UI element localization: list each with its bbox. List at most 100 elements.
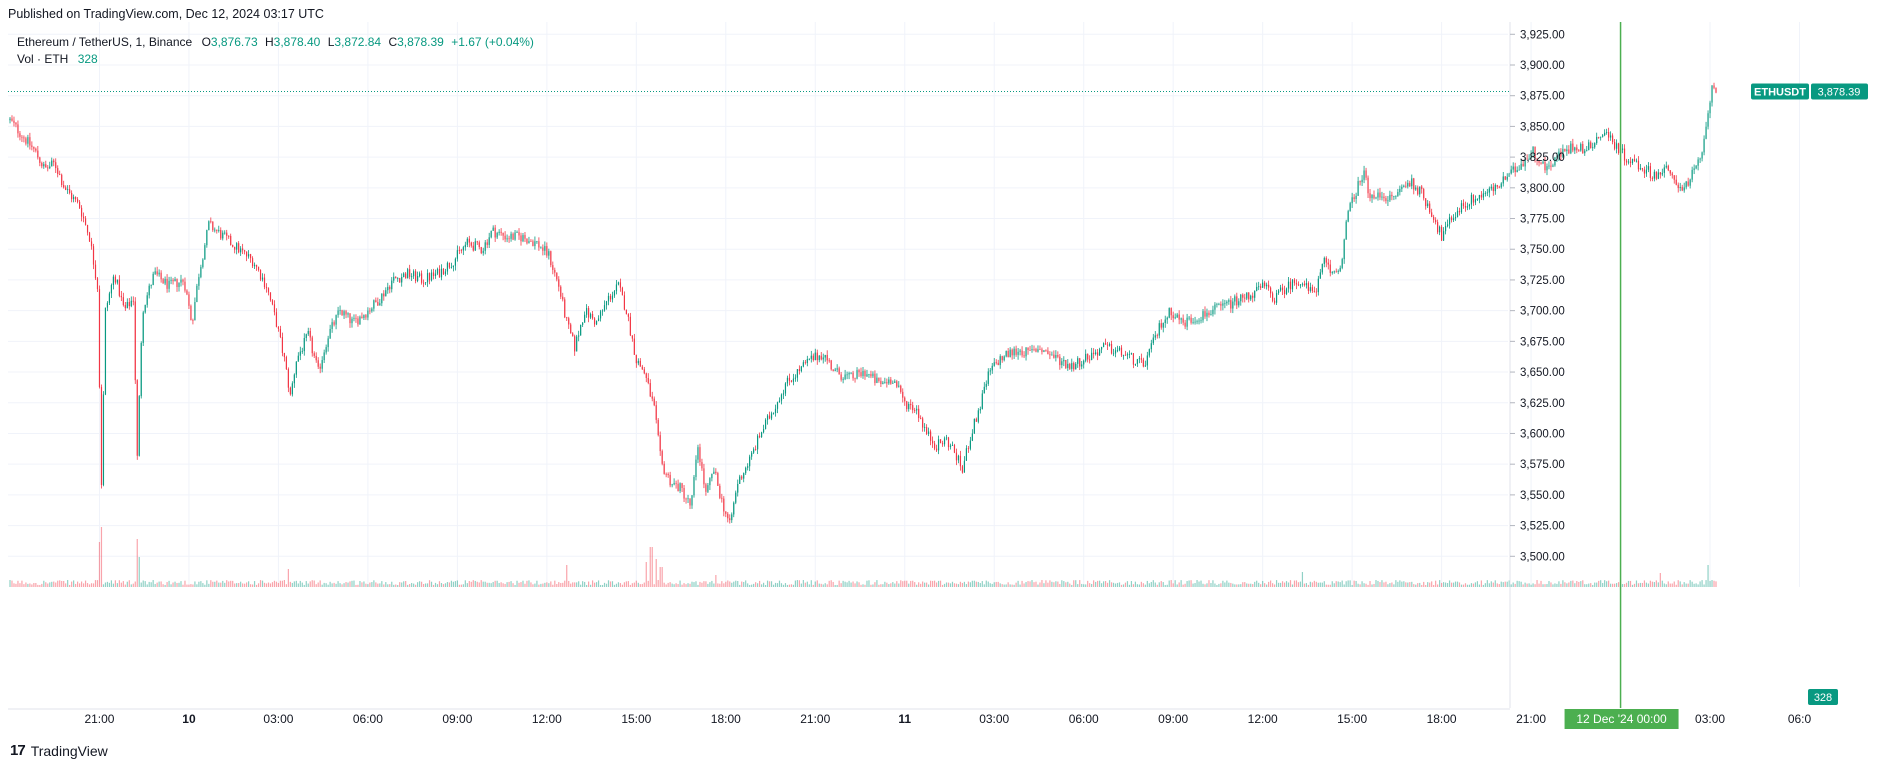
volume-bar (1160, 581, 1162, 587)
candle-body (1371, 194, 1373, 199)
candle-body (1381, 196, 1383, 198)
volume-bar (532, 584, 534, 587)
candle-body (381, 293, 383, 304)
candle-body (1077, 358, 1079, 364)
volume-bar (870, 584, 872, 587)
candle-body (1608, 132, 1610, 138)
candle-body (301, 351, 303, 352)
candle-body (778, 400, 781, 403)
candle-body (786, 377, 789, 384)
candle-body (1063, 359, 1065, 362)
candle-body (1160, 323, 1162, 328)
candle-body (92, 246, 95, 265)
candle-body (415, 271, 417, 281)
candle-body (920, 418, 922, 419)
volume-bar (1351, 584, 1353, 587)
volume-bar (1021, 580, 1023, 587)
volume-bar (96, 580, 99, 587)
candle-body (1099, 349, 1101, 356)
candle-body (1055, 355, 1057, 358)
candle-body (184, 281, 186, 291)
candle-body (888, 379, 890, 384)
candle-body (1146, 355, 1148, 366)
volume-bar (112, 583, 114, 587)
candle-body (812, 355, 814, 361)
volume-bar (512, 583, 514, 587)
tradingview-brand[interactable]: 17 TradingView (10, 742, 108, 759)
candle-body (900, 385, 902, 392)
candle-body (908, 403, 910, 410)
candle-body (906, 401, 908, 410)
volume-bar (1425, 584, 1427, 587)
volume-bar (1381, 580, 1383, 587)
time-tick-label: 09:00 (442, 712, 472, 726)
candle-body (253, 264, 256, 267)
candle-body (148, 285, 150, 296)
volume-bar (1452, 582, 1455, 587)
volume-bar (1347, 580, 1349, 587)
candle-body (1442, 231, 1445, 241)
volume-bar (1311, 582, 1313, 587)
volume-bar (329, 581, 331, 587)
candle-body (1377, 192, 1379, 198)
candle-body (1220, 303, 1222, 306)
volume-bar (544, 582, 546, 587)
volume-bar (1709, 580, 1711, 587)
candle-body (568, 318, 570, 325)
volume-bar (1182, 584, 1184, 587)
volume-bar (291, 582, 293, 587)
volume-bar (1478, 584, 1480, 587)
volume-bar (1279, 582, 1282, 587)
candle-body (1413, 178, 1415, 190)
volume-bar (902, 581, 904, 587)
volume-bar (951, 581, 954, 587)
volume-bar (1588, 583, 1590, 587)
candle-body (57, 168, 59, 175)
candle-body (1164, 319, 1166, 324)
volume-bar (216, 580, 218, 587)
volume-bar (868, 580, 870, 587)
volume-bar (1542, 584, 1544, 587)
candle-body (1258, 286, 1260, 288)
price-axis[interactable]: 3,500.003,525.003,550.003,575.003,600.00… (1509, 22, 1565, 708)
volume-bar (389, 584, 391, 587)
candle-body (1003, 356, 1005, 361)
candle-body (1520, 163, 1522, 170)
volume-bar (552, 584, 554, 587)
volume-bar (1643, 580, 1646, 587)
volume-bar (601, 584, 604, 587)
volume-bar (1317, 582, 1319, 587)
candle-body (926, 427, 928, 434)
candle-body (560, 286, 562, 297)
candle-body (1236, 296, 1238, 306)
candle-body (460, 250, 462, 252)
volume-bar (1486, 580, 1488, 587)
candle-body (1248, 292, 1250, 300)
price-tick-label: 3,750.00 (1520, 244, 1565, 256)
candle-body (1357, 181, 1359, 196)
volume-bar (979, 583, 981, 587)
volume-bar (1037, 584, 1039, 587)
brand-name: TradingView (30, 742, 108, 759)
volume-bar (1108, 580, 1111, 587)
candle-body (132, 300, 134, 302)
candle-body (999, 356, 1001, 366)
candle-body (49, 166, 51, 169)
volume-bar (1190, 580, 1192, 587)
volume-bar (323, 582, 325, 587)
candle-body (355, 317, 357, 319)
volume-bar (826, 584, 828, 587)
volume-bar (397, 584, 399, 587)
volume-bar (1023, 583, 1025, 587)
candle-body (106, 302, 109, 308)
volume-bar (1458, 582, 1461, 587)
volume-bar (1180, 580, 1182, 587)
volume-bar (45, 582, 47, 587)
candle-body (987, 371, 989, 384)
volume-bar (1371, 584, 1373, 587)
candle-body (613, 291, 616, 296)
volume-bar (23, 584, 25, 587)
time-tick-label: 21:00 (84, 712, 114, 726)
time-axis[interactable]: 21:00 10 03:00 06:00 09:00 12:00 15:00 18:00 21:… (8, 708, 1812, 726)
